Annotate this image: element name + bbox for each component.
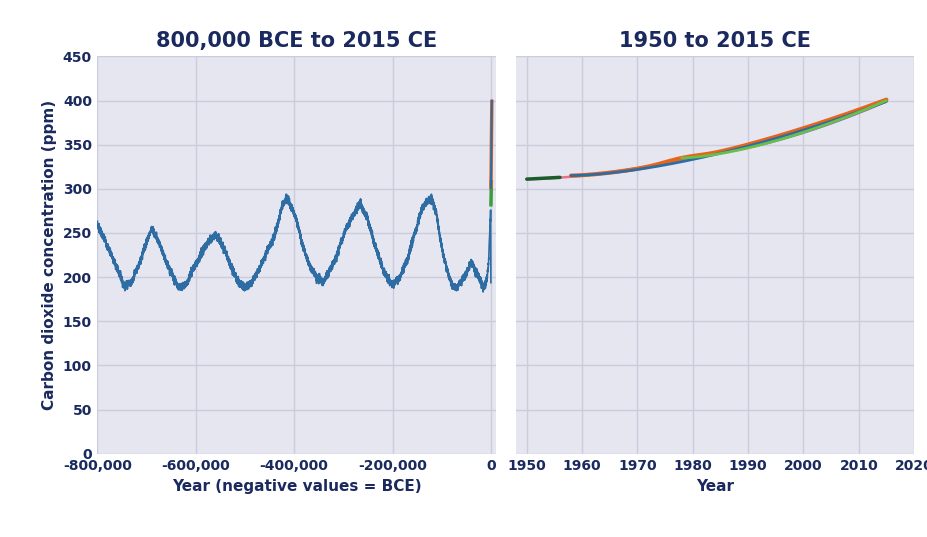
- X-axis label: Year (negative values = BCE): Year (negative values = BCE): [171, 479, 421, 494]
- Y-axis label: Carbon dioxide concentration (ppm): Carbon dioxide concentration (ppm): [42, 100, 57, 410]
- Title: 1950 to 2015 CE: 1950 to 2015 CE: [618, 31, 810, 50]
- X-axis label: Year: Year: [695, 479, 733, 494]
- Title: 800,000 BCE to 2015 CE: 800,000 BCE to 2015 CE: [156, 31, 437, 50]
